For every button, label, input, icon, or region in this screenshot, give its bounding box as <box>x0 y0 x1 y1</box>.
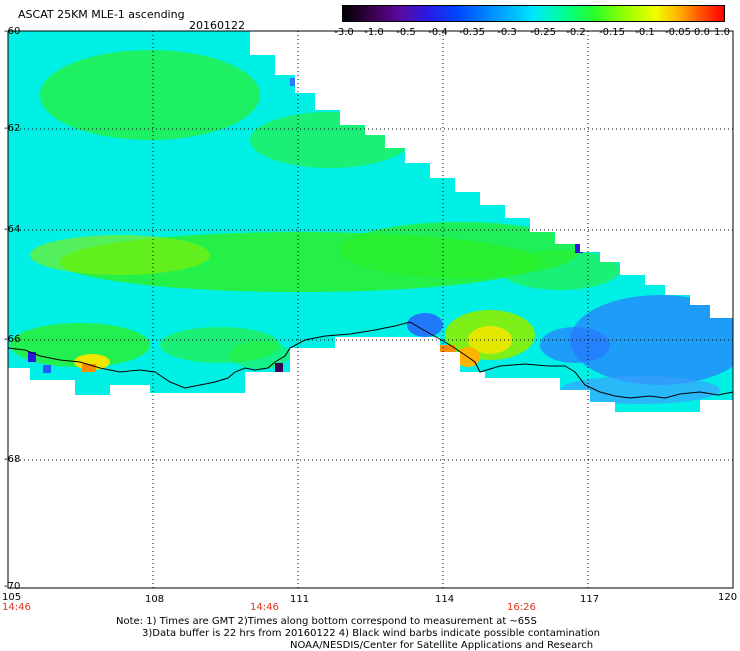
lon-label: 108 <box>145 594 165 605</box>
colorbar-label: -0.35 <box>459 27 485 38</box>
lon-label: 114 <box>435 594 455 605</box>
colorbar-label: -0.2 <box>566 27 586 38</box>
lat-label: -70 <box>4 581 21 592</box>
colorbar-label: -0.5 <box>396 27 416 38</box>
map-title: ASCAT 25KM MLE-1 ascending <box>18 8 185 21</box>
note-line-1: Note: 1) Times are GMT 2)Times along bot… <box>116 616 537 627</box>
lat-label: -64 <box>4 224 21 235</box>
note-line-2: 3)Data buffer is 22 hrs from 20160122 4)… <box>142 628 600 639</box>
colorbar-label: 0.0 <box>694 27 710 38</box>
time-label: 14:46 <box>2 602 31 613</box>
colorbar-label: -0.3 <box>497 27 517 38</box>
note-line-3: NOAA/NESDIS/Center for Satellite Applica… <box>290 640 594 651</box>
lat-label: -62 <box>4 123 21 134</box>
lat-label: -60 <box>4 26 21 37</box>
lat-label: -68 <box>4 454 21 465</box>
colorbar <box>342 5 725 22</box>
graticule <box>8 31 733 588</box>
colorbar-label: 1.0 <box>714 27 730 38</box>
lon-label: 120 <box>718 592 738 603</box>
lon-label: 117 <box>580 594 600 605</box>
lon-label: 111 <box>290 594 310 605</box>
colorbar-label: -3.0 <box>334 27 354 38</box>
colorbar-label: -1.0 <box>364 27 384 38</box>
colorbar-label: -0.1 <box>635 27 655 38</box>
map-frame <box>7 30 734 589</box>
time-label: 14:46 <box>250 602 279 613</box>
lon-label: 105 <box>2 592 22 603</box>
coastline <box>7 321 734 399</box>
colorbar-label: -0.4 <box>428 27 448 38</box>
lat-label: -66 <box>4 334 21 345</box>
time-label: 16:26 <box>507 602 536 613</box>
colorbar-label: -0.15 <box>599 27 625 38</box>
colorbar-label: -0.05 <box>665 27 691 38</box>
map-date: 20160122 <box>189 19 245 32</box>
colorbar-label: -0.25 <box>530 27 556 38</box>
